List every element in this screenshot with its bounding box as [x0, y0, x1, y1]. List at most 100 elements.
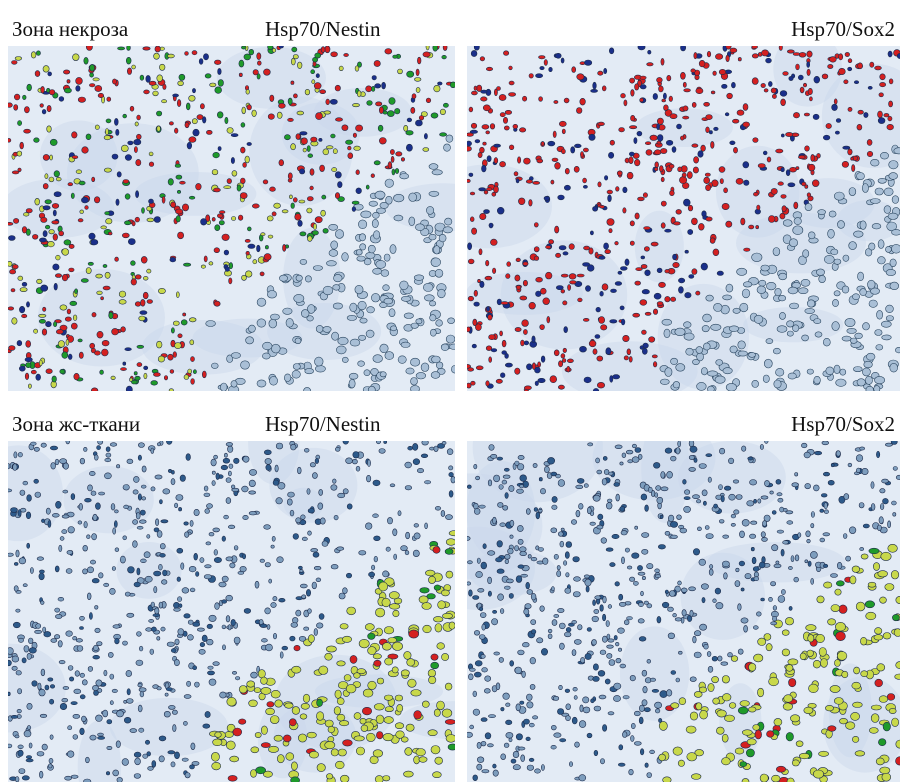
cell: [484, 689, 490, 694]
cell: [574, 696, 577, 700]
cell: [888, 116, 892, 121]
cell: [848, 59, 852, 63]
cell: [229, 464, 233, 469]
cell: [875, 188, 883, 195]
cell: [572, 620, 577, 623]
cell: [147, 269, 151, 273]
cell: [506, 703, 510, 707]
cell: [425, 570, 435, 576]
cell: [187, 635, 193, 641]
cell: [123, 180, 129, 184]
cell: [724, 715, 734, 722]
cell: [706, 295, 714, 301]
cell: [546, 246, 551, 249]
cell: [630, 221, 634, 226]
cell: [295, 214, 301, 221]
cell: [117, 172, 121, 177]
cell: [275, 465, 278, 472]
cell: [48, 764, 52, 768]
cell: [534, 223, 538, 228]
cell: [161, 580, 167, 585]
cell: [184, 522, 189, 525]
cell: [98, 440, 103, 445]
cell: [286, 318, 293, 327]
cell: [500, 113, 505, 117]
cell: [291, 777, 300, 782]
cell: [118, 47, 125, 50]
cell: [182, 588, 189, 594]
cell: [43, 183, 48, 189]
tissue-shade: [636, 108, 733, 147]
cell: [92, 312, 96, 317]
cell: [193, 129, 199, 136]
cell: [302, 537, 307, 541]
cell: [500, 161, 506, 167]
cell: [378, 125, 383, 131]
cell: [671, 703, 679, 709]
cell: [23, 95, 27, 99]
cell: [277, 557, 284, 563]
cell: [174, 608, 181, 611]
cell: [531, 593, 536, 600]
cell: [630, 241, 634, 245]
cell: [319, 138, 322, 141]
cell: [177, 190, 180, 193]
cell: [434, 446, 438, 452]
cell: [106, 218, 112, 224]
cell: [696, 347, 703, 354]
cell: [690, 446, 697, 452]
cell: [500, 523, 506, 527]
cell: [794, 218, 801, 225]
cell: [225, 267, 229, 272]
cell: [548, 629, 552, 633]
cell: [172, 710, 177, 714]
cell: [110, 443, 117, 447]
cell: [155, 475, 162, 479]
cell: [518, 565, 524, 569]
cell: [496, 558, 503, 562]
cell: [645, 142, 651, 145]
cell: [359, 234, 365, 241]
cell: [176, 292, 179, 298]
cell: [776, 561, 779, 564]
cell: [48, 241, 55, 247]
cell: [7, 464, 10, 469]
cell: [214, 557, 221, 562]
cell: [481, 654, 485, 658]
cell: [157, 126, 161, 131]
cell: [283, 244, 286, 251]
cell: [126, 670, 132, 676]
cell: [43, 307, 46, 311]
cell: [824, 255, 834, 263]
cell: [560, 541, 564, 547]
cell: [839, 605, 847, 614]
cell: [752, 78, 758, 85]
cell: [16, 671, 21, 676]
cell: [747, 739, 756, 745]
cell: [76, 639, 82, 643]
cell: [503, 693, 510, 700]
cell: [416, 319, 422, 324]
cell: [18, 121, 22, 126]
cell: [276, 443, 283, 449]
cell: [576, 510, 580, 517]
cell: [9, 346, 16, 351]
cell: [787, 50, 794, 53]
cell: [435, 624, 442, 633]
cell: [605, 679, 610, 684]
cell: [39, 689, 45, 696]
cell: [331, 52, 338, 57]
cell: [182, 758, 188, 761]
cell: [106, 447, 110, 452]
cell: [823, 533, 830, 536]
cell: [121, 327, 126, 332]
cell: [808, 164, 815, 171]
cell: [494, 186, 499, 193]
cell: [133, 520, 138, 525]
cell: [75, 289, 78, 294]
cell: [475, 661, 482, 667]
cell: [670, 114, 677, 119]
cell: [513, 124, 518, 128]
cell: [134, 372, 137, 376]
cell: [723, 535, 729, 538]
